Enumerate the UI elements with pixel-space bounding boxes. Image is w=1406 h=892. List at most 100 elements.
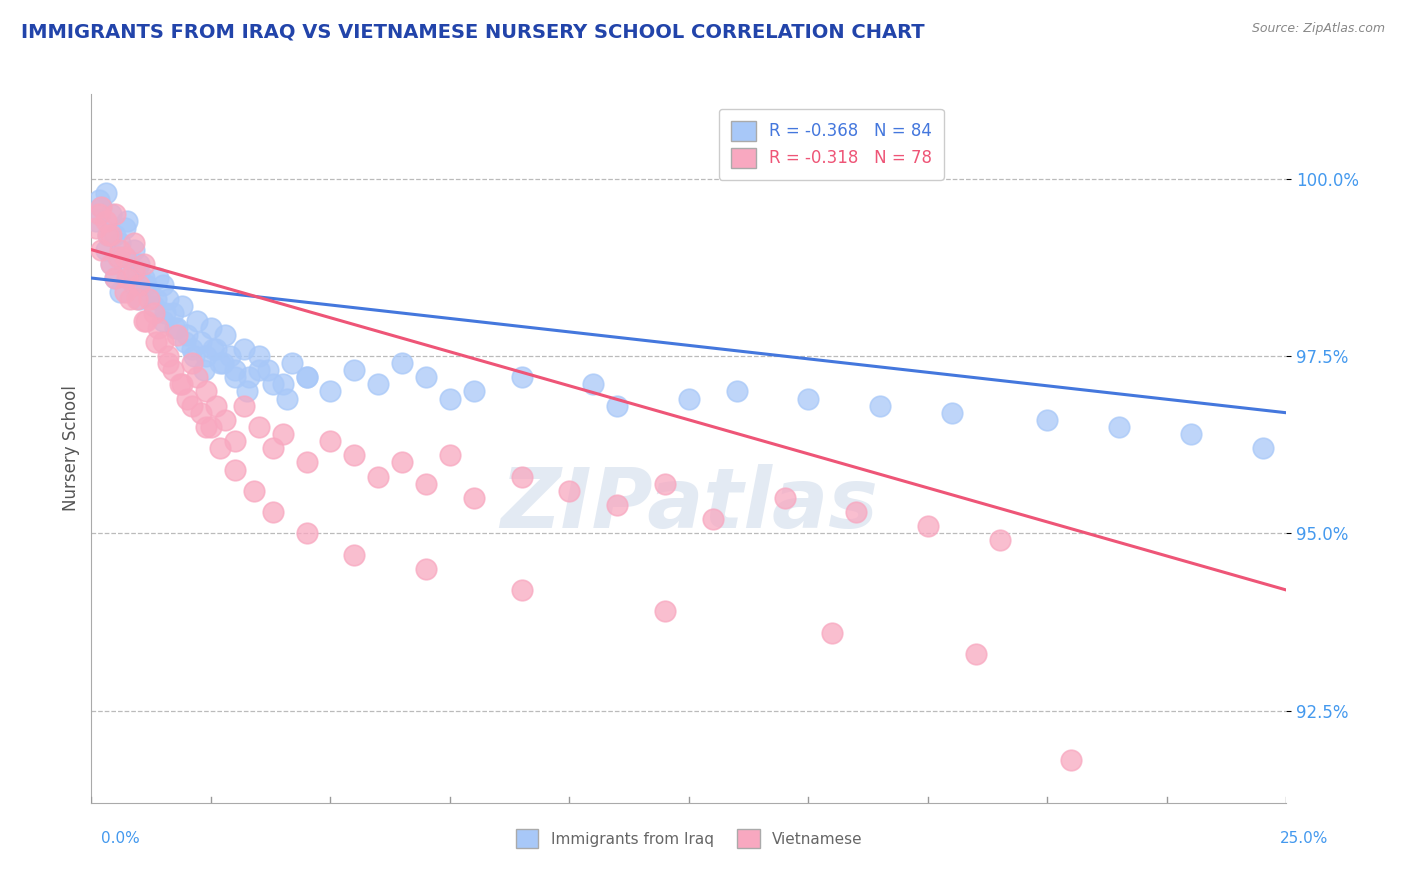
Point <box>173 334 195 349</box>
Point <box>100 257 122 271</box>
Point <box>262 441 284 455</box>
Point <box>343 448 366 462</box>
Point <box>295 370 318 384</box>
Point <box>209 356 232 370</box>
Point <box>319 434 342 449</box>
Point <box>148 271 170 285</box>
Point <box>319 384 342 399</box>
Point <box>262 505 284 519</box>
Point <box>941 406 963 420</box>
Point <box>510 469 533 483</box>
Point <box>224 370 246 384</box>
Point <box>917 519 939 533</box>
Point <box>186 370 208 384</box>
Point <box>773 491 796 505</box>
Point <box>214 327 236 342</box>
Point <box>678 392 700 406</box>
Point <box>104 271 127 285</box>
Point <box>200 320 222 334</box>
Point <box>114 221 136 235</box>
Point <box>606 399 628 413</box>
Y-axis label: Nursery School: Nursery School <box>62 385 80 511</box>
Point <box>391 356 413 370</box>
Legend: Immigrants from Iraq, Vietnamese: Immigrants from Iraq, Vietnamese <box>508 822 870 855</box>
Point <box>176 392 198 406</box>
Point <box>107 250 129 264</box>
Point <box>84 214 107 228</box>
Point <box>114 285 136 300</box>
Point <box>128 278 150 293</box>
Point <box>100 207 122 221</box>
Point <box>295 526 318 541</box>
Point <box>725 384 748 399</box>
Point <box>988 533 1011 548</box>
Point <box>195 349 218 363</box>
Point <box>132 313 155 327</box>
Point <box>343 548 366 562</box>
Point <box>162 306 184 320</box>
Point <box>204 399 226 413</box>
Point <box>463 384 485 399</box>
Point <box>180 399 202 413</box>
Point <box>148 320 170 334</box>
Point <box>145 334 167 349</box>
Point <box>510 583 533 598</box>
Point <box>104 207 127 221</box>
Point <box>132 257 155 271</box>
Point <box>190 406 212 420</box>
Point <box>142 306 165 320</box>
Point <box>94 214 117 228</box>
Text: 0.0%: 0.0% <box>101 831 141 846</box>
Point <box>391 455 413 469</box>
Point <box>702 512 724 526</box>
Point <box>176 327 198 342</box>
Point <box>166 327 188 342</box>
Point <box>200 420 222 434</box>
Point <box>138 285 160 300</box>
Point <box>1251 441 1274 455</box>
Point <box>124 243 146 257</box>
Point <box>152 334 174 349</box>
Text: ZIPatlas: ZIPatlas <box>501 465 877 546</box>
Point <box>343 363 366 377</box>
Point <box>224 363 246 377</box>
Point <box>233 399 256 413</box>
Point <box>115 214 138 228</box>
Point <box>219 349 242 363</box>
Point <box>1108 420 1130 434</box>
Point <box>125 293 148 307</box>
Point <box>124 278 146 293</box>
Point <box>100 228 122 243</box>
Point <box>209 441 232 455</box>
Point <box>108 285 131 300</box>
Text: Source: ZipAtlas.com: Source: ZipAtlas.com <box>1251 22 1385 36</box>
Point <box>367 377 389 392</box>
Point <box>100 257 122 271</box>
Point <box>606 498 628 512</box>
Point <box>169 377 191 392</box>
Point <box>114 250 136 264</box>
Point <box>135 313 157 327</box>
Point <box>125 264 148 278</box>
Point <box>439 392 461 406</box>
Point <box>180 342 202 356</box>
Point <box>97 228 120 243</box>
Point <box>415 562 437 576</box>
Point <box>271 377 294 392</box>
Text: IMMIGRANTS FROM IRAQ VS VIETNAMESE NURSERY SCHOOL CORRELATION CHART: IMMIGRANTS FROM IRAQ VS VIETNAMESE NURSE… <box>21 22 925 41</box>
Point <box>104 271 127 285</box>
Point <box>114 250 136 264</box>
Point <box>152 278 174 293</box>
Point <box>224 462 246 476</box>
Point <box>172 300 194 314</box>
Point <box>243 483 266 498</box>
Point <box>415 476 437 491</box>
Point <box>247 420 270 434</box>
Point <box>138 293 160 307</box>
Point <box>295 455 318 469</box>
Point <box>108 243 131 257</box>
Point <box>869 399 891 413</box>
Point <box>107 250 129 264</box>
Point <box>238 370 260 384</box>
Point <box>87 207 110 221</box>
